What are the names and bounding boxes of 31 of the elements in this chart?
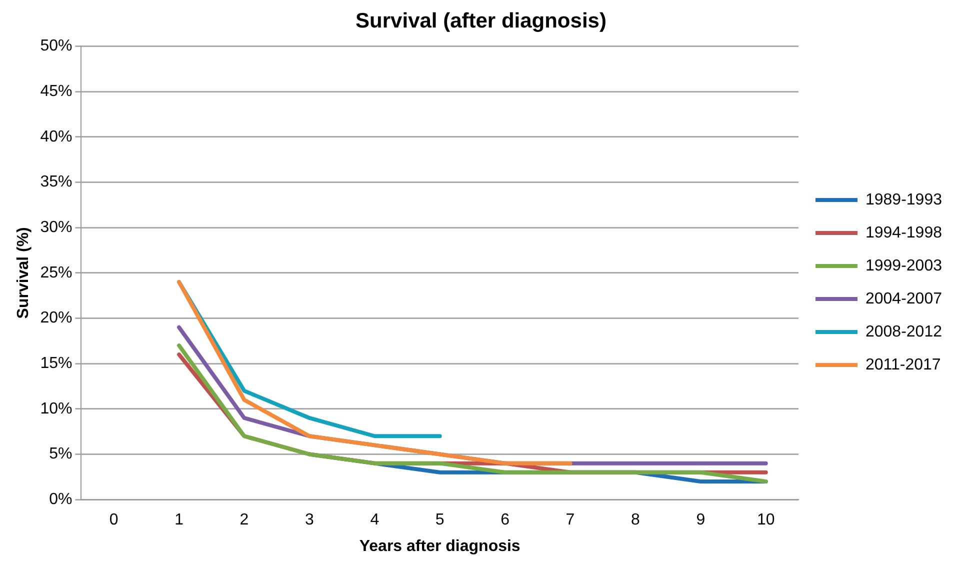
x-tick-label: 2	[240, 512, 249, 529]
legend-label: 2004-2007	[865, 290, 942, 308]
y-tick-label: 35%	[40, 174, 72, 191]
y-tick-label: 5%	[49, 446, 72, 463]
y-tick-label: 0%	[49, 491, 72, 508]
x-tick-label: 0	[109, 512, 118, 529]
legend-label: 2008-2012	[865, 323, 942, 340]
x-tick-label: 9	[696, 512, 706, 529]
x-tick-label: 3	[304, 512, 314, 529]
legend-label: 1999-2003	[865, 257, 942, 274]
legend-label: 1989-1993	[865, 191, 942, 208]
legend-label: 1994-1998	[865, 224, 942, 242]
y-tick-label: 10%	[40, 400, 72, 418]
y-tick-label: 40%	[40, 128, 72, 146]
y-tick-label: 25%	[40, 264, 72, 282]
x-tick-label: 5	[435, 512, 444, 529]
y-tick-label: 50%	[40, 38, 72, 55]
y-tick-label: 15%	[40, 354, 72, 372]
y-axis-title: Survival (%)	[15, 227, 32, 319]
y-tick-label: 45%	[40, 82, 72, 100]
x-tick-label: 10	[756, 512, 775, 529]
chart-title: Survival (after diagnosis)	[356, 9, 606, 32]
x-tick-label: 8	[631, 512, 640, 529]
y-tick-label: 30%	[40, 218, 72, 236]
x-tick-label: 6	[500, 512, 510, 529]
x-tick-label: 1	[174, 512, 184, 529]
y-tick-label: 20%	[40, 310, 72, 327]
x-tick-label: 4	[370, 512, 380, 529]
legend-label: 2011-2017	[865, 356, 941, 374]
x-axis-title: Years after diagnosis	[359, 538, 520, 555]
x-tick-label: 7	[566, 512, 575, 529]
